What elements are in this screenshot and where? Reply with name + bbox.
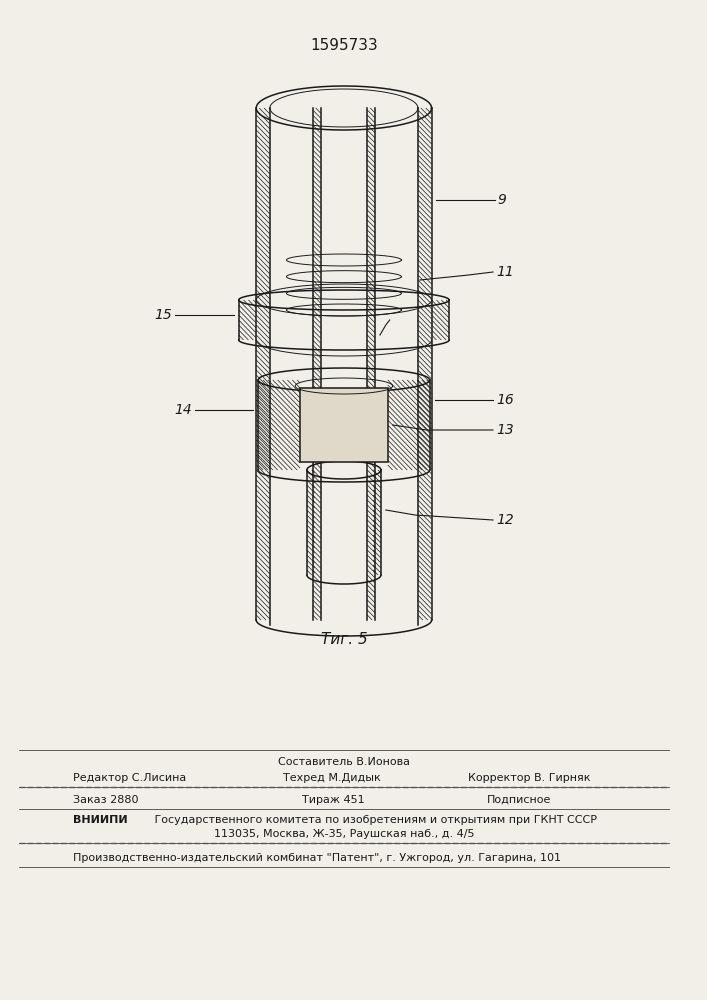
Text: 14: 14 xyxy=(174,403,192,417)
Text: 16: 16 xyxy=(496,393,514,407)
Text: 1595733: 1595733 xyxy=(310,37,378,52)
Text: Техред М.Дидык: Техред М.Дидык xyxy=(283,773,380,783)
Text: Τиг. 5: Τиг. 5 xyxy=(320,633,368,648)
Text: ВНИИПИ: ВНИИПИ xyxy=(73,815,128,825)
Text: Заказ 2880: Заказ 2880 xyxy=(73,795,139,805)
Text: Редактор С.Лисина: Редактор С.Лисина xyxy=(73,773,187,783)
Text: 15: 15 xyxy=(155,308,173,322)
Text: Подписное: Подписное xyxy=(487,795,551,805)
Text: 9: 9 xyxy=(498,193,507,207)
Bar xyxy=(300,388,387,462)
Text: 12: 12 xyxy=(496,513,514,527)
Text: Тираж 451: Тираж 451 xyxy=(302,795,365,805)
Text: Производственно-издательский комбинат "Патент", г. Ужгород, ул. Гагарина, 101: Производственно-издательский комбинат "П… xyxy=(73,853,561,863)
Text: Корректор В. Гирняк: Корректор В. Гирняк xyxy=(467,773,590,783)
Text: Составитель В.Ионова: Составитель В.Ионова xyxy=(278,757,410,767)
Text: Государственного комитета по изобретениям и открытиям при ГКНТ СССР: Государственного комитета по изобретения… xyxy=(151,815,597,825)
Text: 113035, Москва, Ж-35, Раушская наб., д. 4/5: 113035, Москва, Ж-35, Раушская наб., д. … xyxy=(214,829,474,839)
Text: 13: 13 xyxy=(496,423,514,437)
Text: 11: 11 xyxy=(496,265,514,279)
